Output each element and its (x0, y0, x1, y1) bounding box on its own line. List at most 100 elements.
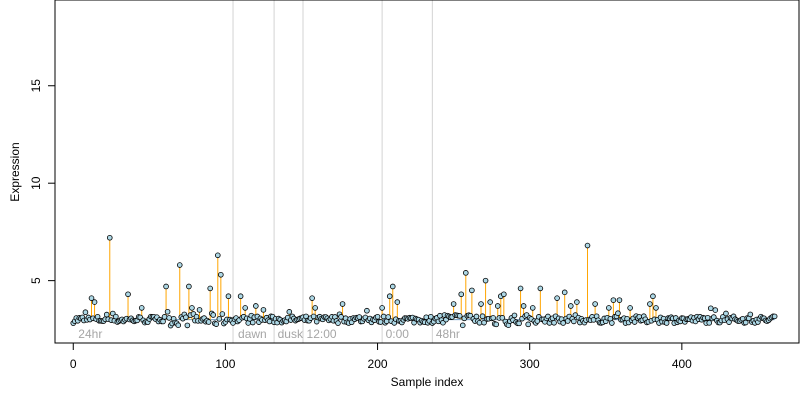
period-label: 0:00 (386, 327, 410, 341)
data-point (125, 291, 131, 298)
data-point (379, 305, 385, 311)
data-point (458, 291, 465, 298)
data-point (186, 283, 192, 290)
y-tick-label: 10 (29, 176, 43, 190)
data-point (584, 242, 591, 249)
data-point (459, 322, 466, 329)
x-tick-label: 200 (368, 357, 388, 371)
data-point (571, 318, 577, 325)
data-point (183, 314, 189, 321)
data-point (161, 314, 168, 320)
data-point (196, 307, 203, 313)
data-point (106, 234, 113, 241)
data-point (286, 309, 293, 315)
data-point (723, 310, 729, 317)
data-point (356, 314, 363, 320)
period-label: dusk (278, 327, 304, 341)
data-point (516, 320, 522, 327)
data-point (704, 314, 711, 321)
data-point (91, 299, 98, 305)
data-point (260, 307, 267, 313)
data-point (529, 305, 536, 311)
data-point (490, 315, 496, 321)
data-point (266, 318, 273, 325)
data-point (650, 293, 656, 300)
data-point (511, 312, 518, 319)
data-point (216, 316, 223, 322)
data-point (706, 320, 713, 326)
data-point (364, 307, 370, 314)
data-point (338, 314, 344, 320)
period-labels: 24hr dawn dusk 12:00 0:00 48hr (78, 327, 460, 341)
data-point (663, 320, 670, 326)
x-tick-label: 300 (520, 357, 540, 371)
y-axis-title: Expression (8, 142, 22, 201)
data-point (339, 301, 346, 307)
data-point (380, 313, 387, 320)
data-point (494, 303, 501, 309)
x-tick-label: 0 (70, 357, 77, 371)
data-point (374, 313, 381, 320)
data-point (567, 303, 574, 309)
data-point (164, 308, 171, 315)
data-point (377, 319, 384, 325)
x-axis-title: Sample index (391, 375, 464, 389)
data-point (160, 318, 166, 325)
data-point (312, 305, 318, 311)
data-point (482, 277, 489, 284)
y-axis: 5 10 15 (29, 79, 56, 284)
data-point (175, 322, 182, 328)
data-point (616, 297, 623, 303)
data-points (70, 234, 778, 329)
data-point (476, 319, 483, 326)
period-label: 48hr (436, 327, 460, 341)
data-point (478, 301, 484, 307)
data-point (525, 321, 531, 328)
data-point (309, 295, 315, 301)
data-point (205, 319, 212, 325)
data-point (481, 319, 487, 326)
data-point (237, 293, 244, 300)
data-point (456, 313, 463, 319)
data-point (487, 299, 493, 305)
data-point (166, 315, 172, 321)
data-point (554, 295, 560, 301)
data-point (747, 311, 754, 318)
data-point (184, 322, 191, 329)
data-point (479, 313, 486, 320)
data-point (210, 312, 217, 318)
data-point (499, 315, 506, 321)
data-point (176, 262, 183, 268)
period-label: 12:00 (307, 327, 337, 341)
data-point (631, 319, 638, 325)
data-point (473, 313, 480, 320)
data-point (653, 305, 659, 311)
y-tick-label: 5 (29, 277, 43, 284)
data-point (469, 287, 475, 294)
data-point (627, 305, 633, 311)
data-point (647, 301, 653, 307)
period-label: 24hr (78, 327, 102, 341)
data-point (615, 310, 621, 317)
data-point (310, 313, 317, 320)
data-point (389, 283, 396, 290)
period-dividers (232, 0, 433, 343)
data-point (520, 303, 527, 309)
data-point (385, 314, 392, 320)
data-point (82, 309, 89, 316)
data-point (138, 305, 145, 311)
data-point (428, 313, 434, 320)
data-point (551, 320, 557, 326)
data-point (501, 291, 507, 298)
data-point (712, 307, 719, 313)
data-point (219, 311, 226, 317)
data-point (249, 319, 256, 326)
data-point (253, 303, 259, 309)
data-point (386, 293, 393, 300)
data-point (450, 301, 457, 307)
data-point (335, 320, 341, 326)
data-point (561, 289, 568, 296)
plot-frame (54, 0, 800, 344)
data-point (218, 271, 224, 278)
